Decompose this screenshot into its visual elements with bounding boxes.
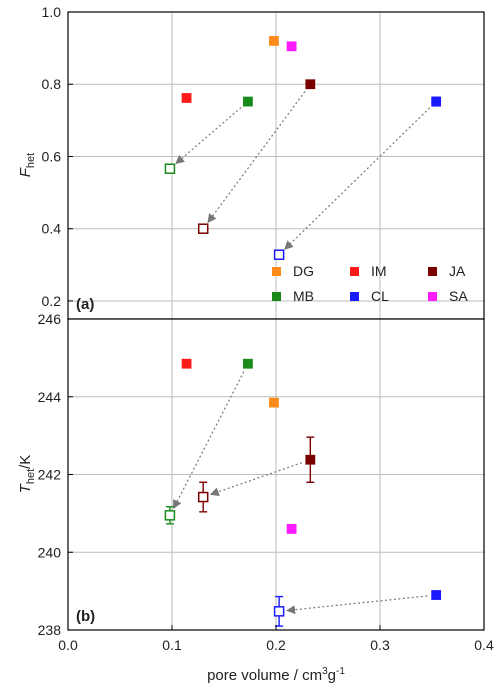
panel-b-point-cl-open [273, 606, 285, 617]
x-axis-title-main: pore volume / cm [207, 667, 322, 684]
panel-a-point-cl-open [273, 249, 285, 260]
panel-b-point-dg-filled [269, 397, 279, 408]
panel-b-label: (b) [76, 608, 95, 625]
panel-a-y-axis-subscript: het [25, 153, 37, 168]
panel-a-arrow-2 [284, 107, 431, 250]
panel-b-y-axis-symbol: T [17, 482, 34, 493]
panel-a-ytick-label-4: 1.0 [42, 4, 62, 20]
panel-b-point-im-filled [181, 358, 192, 369]
panel-b-arrow-0 [173, 371, 245, 510]
panel-b-y-axis-unit: /K [17, 455, 34, 469]
legend-label-sa: SA [449, 288, 468, 304]
legend-label-mb: MB [293, 288, 314, 304]
panel-a-point-sa-filled [286, 41, 297, 52]
panel-a-ytick-label-2: 0.6 [42, 148, 62, 164]
panel-a-point-ja-open [197, 223, 209, 234]
panel-b-ytick-label-3: 244 [38, 389, 62, 405]
legend-label-cl: CL [371, 288, 389, 304]
panel-b-y-axis-title: Thet/K [17, 455, 37, 494]
panel-b-ytick-label-0: 238 [38, 622, 62, 638]
legend-label-im: IM [371, 263, 387, 279]
legend-swatch-ja [428, 267, 437, 276]
panel-a-point-cl-filled [431, 96, 442, 107]
panel-b-point-mb-open [164, 510, 176, 521]
panel-b-point-ja-filled [305, 454, 316, 465]
xtick-label-2: 0.2 [266, 637, 286, 653]
legend-label-dg: DG [293, 263, 314, 279]
panel-a-point-ja-filled [305, 79, 316, 90]
legend: DG IM JA MB CL SA [272, 263, 468, 304]
panel-a-point-im-filled [181, 93, 192, 103]
panel-a-ytick-label-0: 0.2 [42, 293, 62, 309]
legend-swatch-dg [272, 267, 281, 276]
panel-b-y-axis-subscript: het [25, 469, 37, 484]
panel-a-arrow-0 [175, 106, 242, 165]
legend-swatch-sa [428, 292, 437, 301]
panel-a-ytick-label-1: 0.4 [42, 221, 62, 237]
legend-swatch-im [350, 267, 359, 276]
panel-b-point-cl-filled [431, 590, 442, 600]
panel-b-point-sa-filled [286, 524, 297, 534]
panel-a-y-axis-title: Fhet [17, 153, 37, 177]
legend-swatch-cl [350, 292, 359, 301]
x-axis-title: pore volume / cm3g-1 [207, 666, 345, 684]
panel-a-point-mb-open [164, 163, 176, 175]
panel-b-point-ja-open [197, 491, 209, 503]
xtick-label-1: 0.1 [162, 637, 182, 653]
panel-b-ytick-label-4: 246 [38, 311, 62, 327]
legend-label-ja: JA [449, 263, 466, 279]
legend-swatch-mb [272, 292, 281, 301]
panel-a-point-mb-filled [243, 96, 253, 107]
x-axis-title-sup2: -1 [336, 666, 345, 677]
panel-b-point-mb-filled [243, 358, 253, 369]
xtick-label-3: 0.3 [370, 637, 390, 653]
xtick-label-4: 0.4 [474, 637, 494, 653]
panel-a-ytick-label-3: 0.8 [42, 76, 62, 92]
panel-b-arrow-2 [286, 595, 428, 615]
panel-b-ytick-label-1: 240 [38, 544, 62, 560]
x-axis-title-mid: g [328, 667, 336, 684]
xtick-label-0: 0.0 [58, 637, 78, 653]
panel-b-plot: 238 240 242 244 246 0.0 0.1 0.2 0.3 0.4 (b) Thet… [17, 311, 494, 684]
panel-a-plot: 0.2 0.4 0.6 0.8 1.0 (a) Fhet DG IM JA MB CL SA [17, 4, 485, 320]
x-axis-title-sup1: 3 [322, 666, 328, 677]
panel-a-point-dg-filled [269, 35, 279, 46]
panel-a-y-axis-symbol: F [17, 167, 34, 177]
panel-a-label: (a) [76, 296, 94, 313]
panel-b-ytick-label-2: 242 [38, 467, 62, 483]
